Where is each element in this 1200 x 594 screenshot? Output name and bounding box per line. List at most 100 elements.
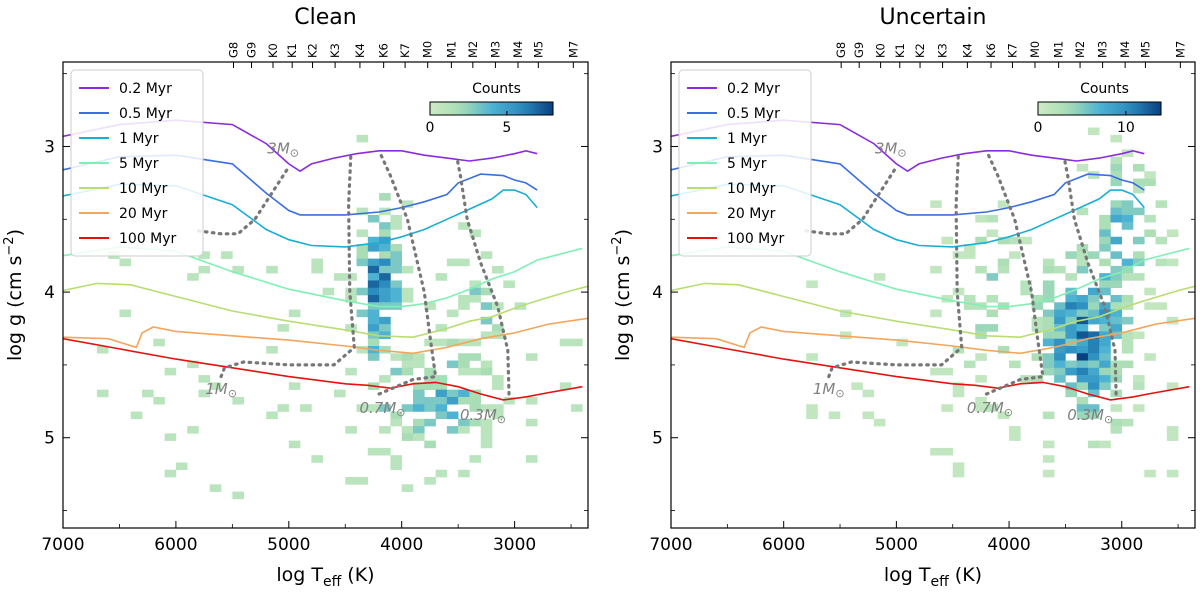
heatmap-bin [311, 455, 323, 463]
heatmap-bin [1121, 295, 1134, 303]
heatmap-bin [1054, 367, 1066, 376]
heatmap-bin [379, 295, 391, 303]
heatmap-bin [1133, 273, 1145, 281]
colorbar: Counts 0 10 [1034, 81, 1162, 136]
heatmap-bin [401, 433, 414, 441]
heatmap-bin [806, 404, 818, 412]
mass-label: 1M⊙ [205, 380, 237, 400]
heatmap-bin [930, 265, 942, 274]
sun-symbol: ⊙ [396, 406, 405, 419]
heatmap-bin [941, 295, 954, 303]
isochrone-10-myr [671, 282, 1195, 339]
heatmap-bin [209, 382, 222, 390]
spectral-type-label: K4 [960, 43, 974, 58]
heatmap-bin [356, 134, 369, 143]
heatmap-bin [187, 426, 199, 434]
sun-symbol: ⊙ [1104, 413, 1113, 426]
isochrone-10-myr [63, 282, 588, 339]
mass-track-1M [827, 152, 964, 379]
heatmap-bin [1054, 345, 1066, 354]
heatmap-bin [1121, 345, 1134, 354]
heatmap-bin [1166, 382, 1179, 390]
x-tick-label: 6000 [762, 535, 805, 555]
heatmap-bin [480, 251, 493, 259]
panel-clean: 3M⊙1M⊙0.7M⊙ 0.3M⊙7000 6000 5000 4000 3000345G… [2, 5, 589, 590]
x-tick-label: 7000 [649, 535, 692, 555]
heatmap-bin [480, 426, 493, 434]
heatmap-bin [1031, 316, 1044, 325]
heatmap-bin [175, 462, 188, 471]
heatmap-bin [424, 302, 436, 310]
heatmap-bin [469, 338, 482, 347]
plot-area [63, 119, 588, 500]
heatmap-bin [930, 200, 942, 208]
heatmap-bin [413, 404, 425, 412]
mass-label-value: 0.3M [460, 406, 497, 424]
heatmap-bin [1110, 404, 1123, 412]
legend-label: 0.5 Myr [119, 106, 172, 122]
mass-label-value: 0.7M [967, 399, 1004, 417]
heatmap-bin [424, 418, 436, 427]
heatmap-bin [142, 389, 154, 398]
heatmap-bin [1042, 331, 1055, 339]
heatmap-bin [458, 396, 470, 405]
heatmap-bin [1133, 163, 1145, 172]
heatmap-bin [1031, 353, 1044, 361]
heatmap-bin [390, 418, 403, 427]
spectral-type-label: G8 [226, 42, 240, 58]
heatmap-bin [1133, 207, 1145, 216]
spectral-type-label: K2 [913, 43, 927, 58]
heatmap-bin [997, 200, 1010, 208]
heatmap-bin [1076, 353, 1089, 361]
heatmap-bin [963, 244, 976, 252]
heatmap-bin [356, 229, 369, 238]
heatmap-bin [435, 389, 448, 398]
y-tick-label: 3 [652, 137, 663, 157]
spectral-type-label: K2 [306, 43, 320, 58]
heatmap-bin [1121, 331, 1134, 339]
heatmap-bin [401, 426, 414, 434]
heatmap-bin [525, 418, 538, 427]
mass-label-value: 0.3M [1067, 406, 1104, 424]
heatmap-bin [458, 258, 470, 267]
heatmap-bin [1076, 367, 1089, 376]
isochrone-1-myr [63, 183, 538, 248]
heatmap-bin [963, 360, 976, 369]
heatmap-bin [379, 222, 391, 230]
colorbar: Counts 0 5 [426, 81, 554, 136]
heatmap-bin [525, 396, 538, 405]
heatmap-bin [424, 440, 436, 449]
legend-box [678, 69, 812, 257]
heatmap-bin [379, 324, 391, 332]
heatmap-bin [941, 236, 954, 245]
heatmap-bin [1110, 418, 1123, 427]
heatmap-bin [1121, 273, 1134, 281]
y-axis-label-part: ) [612, 229, 634, 236]
mass-label: 1M⊙ [813, 380, 845, 400]
heatmap-bin [480, 433, 493, 441]
heatmap-bin [480, 331, 493, 339]
y-axis-label: log g (cm s−2) [2, 229, 26, 361]
heatmap-bin [435, 382, 448, 390]
heatmap-bin [367, 447, 380, 456]
heatmap-bin [1042, 287, 1055, 296]
heatmap-bin [277, 324, 290, 332]
heatmap-bin [1042, 367, 1055, 376]
heatmap-bin [1099, 214, 1111, 223]
heatmap-bin [1144, 353, 1156, 361]
heatmap-bin [975, 265, 987, 274]
heatmap-bin [1110, 178, 1123, 187]
legend-label: 5 Myr [119, 156, 159, 172]
heatmap-bin [469, 295, 482, 303]
isochrone-1-myr [671, 183, 1145, 248]
spectral-type-label: M2 [466, 41, 480, 58]
heatmap-bin [435, 411, 448, 420]
heatmap-bin [345, 367, 357, 376]
heatmap-bin [232, 265, 244, 274]
heatmap-bin [390, 411, 403, 420]
heatmap-bin [379, 251, 391, 259]
heatmap-bin [851, 382, 863, 390]
heatmap-bin [1110, 156, 1123, 165]
heatmap-bin [345, 324, 357, 332]
spectral-type-label: K1 [285, 43, 299, 58]
